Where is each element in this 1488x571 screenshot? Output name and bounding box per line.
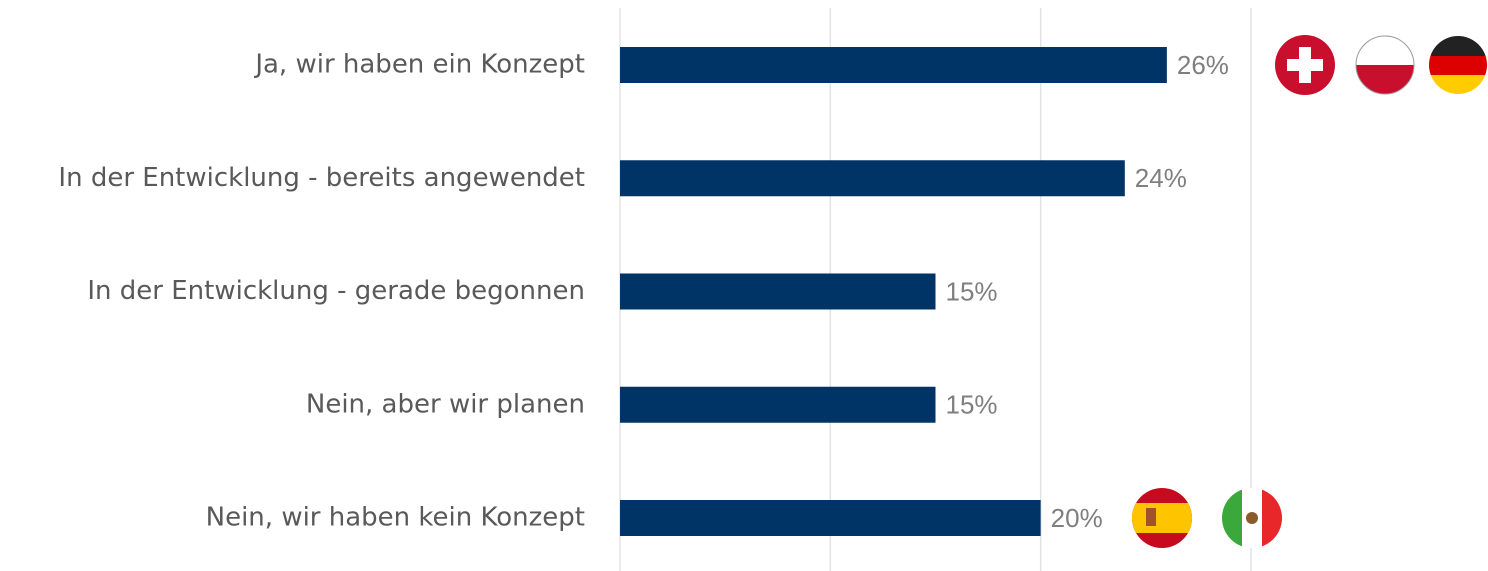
value-label: 15%: [946, 390, 998, 420]
bar: [620, 386, 936, 423]
flag-spain: [1132, 488, 1192, 548]
value-label: 15%: [946, 276, 998, 306]
category-label: Nein, wir haben kein Konzept: [206, 503, 585, 533]
bar: [620, 500, 1041, 536]
value-label: 24%: [1135, 163, 1187, 193]
bar: [620, 160, 1125, 197]
flag-border: [1355, 35, 1415, 95]
category-label: Nein, aber wir planen: [306, 389, 585, 419]
value-label: 20%: [1051, 503, 1103, 533]
category-label: Ja, wir haben ein Konzept: [253, 50, 585, 80]
flag-mexico: [1222, 488, 1282, 548]
category-label: In der Entwicklung - gerade begonnen: [87, 276, 585, 306]
bar: [620, 273, 936, 310]
flag-germany: [1429, 36, 1487, 94]
category-label: In der Entwicklung - bereits angewendet: [58, 163, 585, 193]
bar: [620, 47, 1167, 83]
value-label: 26%: [1177, 50, 1229, 80]
bars: [620, 47, 1167, 536]
flag-switzerland: [1275, 35, 1335, 95]
